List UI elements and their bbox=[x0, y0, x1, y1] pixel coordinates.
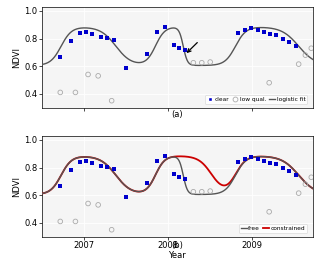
Point bbox=[144, 181, 150, 186]
Point bbox=[177, 175, 182, 180]
Point bbox=[58, 55, 63, 59]
Point bbox=[287, 40, 292, 44]
Point bbox=[262, 159, 267, 163]
Point bbox=[162, 25, 167, 29]
Point bbox=[267, 160, 273, 165]
Point bbox=[280, 165, 285, 170]
Point bbox=[109, 228, 114, 232]
Point bbox=[309, 46, 314, 50]
Point bbox=[96, 203, 101, 207]
Point bbox=[287, 169, 292, 173]
Point bbox=[162, 154, 167, 158]
Point bbox=[144, 52, 150, 57]
Point bbox=[303, 53, 308, 57]
Point bbox=[98, 164, 103, 168]
Point bbox=[273, 162, 279, 166]
Point bbox=[256, 27, 261, 32]
Point bbox=[273, 33, 279, 37]
Point bbox=[155, 30, 160, 35]
Point bbox=[309, 175, 314, 180]
Point bbox=[199, 61, 204, 65]
Legend: clear, low qual., logistic fit: clear, low qual., logistic fit bbox=[205, 94, 307, 104]
Point bbox=[242, 27, 247, 32]
Point bbox=[249, 155, 254, 159]
Point bbox=[105, 165, 110, 169]
Point bbox=[77, 160, 82, 164]
Point bbox=[109, 98, 114, 103]
Point bbox=[199, 190, 204, 194]
Point bbox=[123, 66, 128, 70]
Point bbox=[58, 219, 63, 224]
Point bbox=[267, 210, 272, 214]
Point bbox=[294, 44, 299, 48]
Point bbox=[112, 38, 117, 42]
Point bbox=[98, 35, 103, 39]
Point bbox=[177, 46, 182, 50]
Point bbox=[208, 189, 213, 193]
Point bbox=[280, 36, 285, 41]
Point bbox=[249, 26, 254, 30]
Point bbox=[191, 190, 196, 194]
Point bbox=[235, 160, 240, 164]
Point bbox=[77, 31, 82, 35]
Point bbox=[262, 29, 267, 34]
Point bbox=[69, 168, 74, 172]
Point bbox=[58, 90, 63, 95]
Point bbox=[182, 177, 187, 181]
Point bbox=[84, 30, 89, 35]
Point bbox=[96, 74, 101, 78]
Point bbox=[123, 195, 128, 199]
Point bbox=[171, 172, 177, 177]
Point bbox=[73, 219, 78, 224]
Point bbox=[191, 61, 196, 65]
X-axis label: Year: Year bbox=[169, 251, 186, 260]
Point bbox=[256, 156, 261, 161]
Text: (b): (b) bbox=[171, 241, 183, 250]
Point bbox=[294, 173, 299, 177]
Point bbox=[84, 159, 89, 163]
Point bbox=[235, 31, 240, 35]
Y-axis label: NDVI: NDVI bbox=[13, 176, 22, 197]
Point bbox=[182, 48, 187, 52]
Point bbox=[296, 191, 301, 195]
Point bbox=[208, 60, 213, 64]
Point bbox=[105, 36, 110, 40]
Point bbox=[85, 72, 91, 77]
Point bbox=[112, 167, 117, 171]
Point bbox=[90, 160, 95, 165]
Point bbox=[58, 184, 63, 188]
Point bbox=[296, 62, 301, 66]
Point bbox=[69, 38, 74, 43]
Point bbox=[242, 156, 247, 161]
Point bbox=[73, 90, 78, 95]
Point bbox=[267, 81, 272, 85]
Point bbox=[90, 32, 95, 36]
Legend: free, constrained: free, constrained bbox=[239, 224, 307, 233]
Y-axis label: NDVI: NDVI bbox=[13, 47, 22, 68]
Point bbox=[267, 32, 273, 36]
Text: (a): (a) bbox=[171, 110, 183, 119]
Point bbox=[303, 182, 308, 186]
Point bbox=[85, 201, 91, 206]
Point bbox=[171, 43, 177, 48]
Point bbox=[155, 159, 160, 163]
